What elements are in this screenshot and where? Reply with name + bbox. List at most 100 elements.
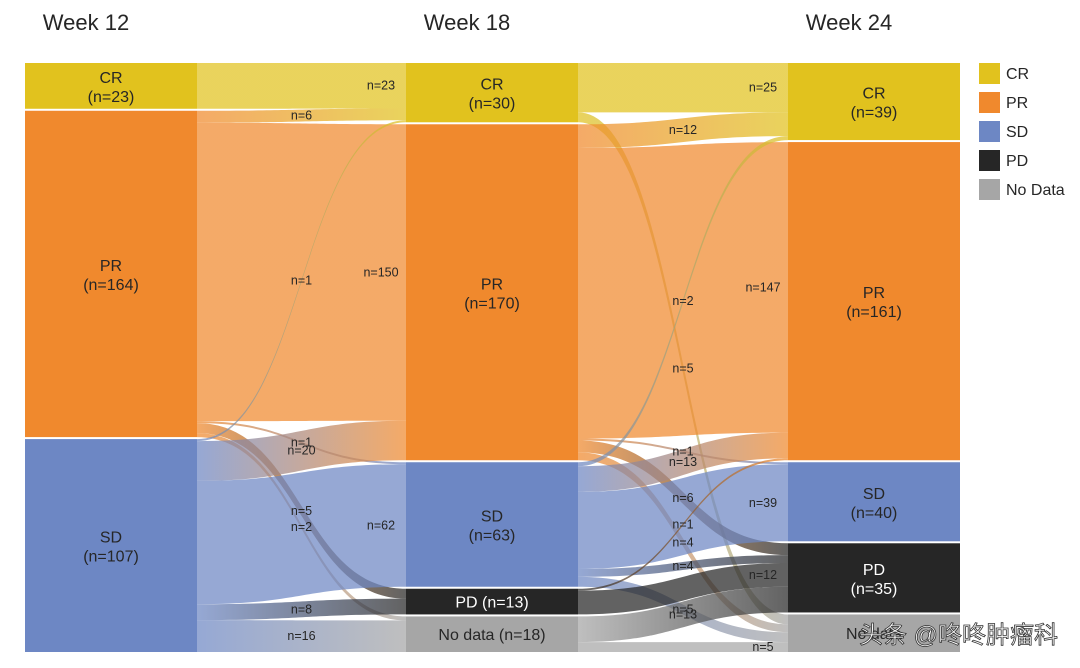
node-label-w24-cr: CR [862, 86, 885, 103]
legend-swatch-sd [979, 121, 1000, 142]
link-label-w18-nd-to-w24-nd: n=5 [752, 640, 773, 654]
link-w18-nd-to-w24-pd [578, 586, 788, 643]
node-w24-pr [788, 142, 960, 461]
link-label-w18-sd-to-w24-nd: n=5 [672, 602, 693, 616]
node-w24-nd [788, 614, 960, 652]
legend-label-pd: PD [1006, 153, 1028, 170]
link-label-w18-pr-to-w24-pd: n=6 [672, 491, 693, 505]
node-label-w18-pr: PR [481, 276, 503, 293]
link-w12-sd-to-w18-cr [197, 120, 406, 442]
node-label-w18-pd: PD (n=13) [455, 595, 528, 612]
link-label-w12-pr-to-w18-pr: n=150 [363, 266, 398, 280]
watermark: 头条 @咚咚肿瘤科 [859, 622, 1059, 650]
link-label-w18-pr-to-w24-pr: n=147 [745, 280, 780, 294]
link-label-w18-sd-to-w24-cr: n=2 [672, 294, 693, 308]
link-w18-pd-to-w24-pr [578, 458, 788, 591]
link-label-w18-nd-to-w24-pd: n=13 [669, 607, 697, 621]
nodes-layer [25, 63, 960, 652]
node-w24-sd [788, 462, 960, 542]
link-label-w18-sd-to-w24-sd: n=39 [749, 496, 777, 510]
node-label-w24-nd: No data [846, 626, 902, 643]
link-label-w18-cr-to-w24-cr: n=25 [749, 81, 777, 95]
link-w18-pr-to-w24-pr [578, 142, 788, 439]
node-label-w12-sd: SD [100, 530, 122, 547]
column-title-week-12: Week 12 [43, 10, 129, 35]
link-w18-sd-to-w24-cr [578, 136, 788, 467]
link-label-w18-pd-to-w24-pr: n=1 [672, 517, 693, 531]
link-w18-sd-to-w24-sd [578, 464, 788, 569]
link-w18-sd-to-w24-pd [578, 555, 788, 577]
link-label-w12-pr-to-w18-sd: n=1 [291, 436, 312, 450]
node-w18-pd [406, 588, 578, 615]
node-w18-pr [406, 124, 578, 461]
link-label-w12-pr-to-w18-pd: n=5 [291, 504, 312, 518]
legend-swatch-pr [979, 92, 1000, 113]
link-label-w12-cr-to-w18-cr: n=23 [367, 79, 395, 93]
legend-swatch-pd [979, 150, 1000, 171]
column-title-week-18: Week 18 [424, 10, 510, 35]
legend: CR PR SD PD No Data [979, 63, 1065, 200]
link-label-w12-pr-to-w18-nd: n=2 [291, 520, 312, 534]
node-count-w18-cr: (n=30) [469, 96, 516, 113]
node-label-w18-cr: CR [480, 77, 503, 94]
node-label-w24-sd: SD [863, 486, 885, 503]
node-w24-cr [788, 63, 960, 141]
link-w12-sd-to-w18-sd [197, 464, 406, 605]
link-label-w12-sd-to-w18-cr: n=1 [291, 274, 312, 288]
link-label-w18-pr-to-w24-sd: n=1 [672, 444, 693, 458]
node-label-w12-cr: CR [99, 70, 122, 87]
link-w18-nd-to-w24-nd [578, 642, 788, 652]
node-label-w18-sd: SD [481, 508, 503, 525]
link-w12-pr-to-w18-cr [197, 108, 406, 123]
legend-label-sd: SD [1006, 124, 1028, 141]
link-label-w18-pd-to-w24-pd: n=12 [749, 568, 777, 582]
link-w18-cr-to-w24-cr [578, 63, 788, 113]
legend-label-no-data: No Data [1006, 182, 1065, 199]
node-label-w24-pd: PD [863, 562, 885, 579]
node-count-w12-pr: (n=164) [83, 277, 139, 294]
link-w18-pd-to-w24-pd [578, 563, 788, 615]
labels-layer: CR (n=23) PR (n=164) SD (n=107) CR (n=30) PR (n=1… [43, 10, 902, 654]
column-title-week-24: Week 24 [806, 10, 892, 35]
node-label-w24-pr: PR [863, 285, 885, 302]
link-label-w18-cr-to-w24-nd: n=5 [672, 361, 693, 375]
node-count-w24-sd: (n=40) [851, 505, 898, 522]
link-label-w18-pr-to-w24-cr: n=12 [669, 123, 697, 137]
node-count-w12-sd: (n=107) [83, 549, 139, 566]
link-w12-sd-to-w18-pr [197, 420, 406, 481]
link-label-w18-sd-to-w24-pr: n=13 [669, 455, 697, 469]
link-label-w12-sd-to-w18-pd: n=8 [291, 602, 312, 616]
legend-label-cr: CR [1006, 66, 1029, 83]
node-w12-pr [25, 110, 197, 438]
legend-label-pr: PR [1006, 95, 1028, 112]
node-w18-cr [406, 63, 578, 123]
node-count-w18-sd: (n=63) [469, 527, 516, 544]
link-label-w18-sd-to-w24-pd: n=4 [672, 559, 693, 573]
node-w18-sd [406, 462, 578, 587]
node-w12-cr [25, 63, 197, 109]
link-label-w12-sd-to-w18-pr: n=20 [287, 444, 315, 458]
node-w12-sd [25, 439, 197, 652]
node-count-w24-pd: (n=35) [851, 581, 898, 598]
link-w18-sd-to-w24-pr [578, 432, 788, 492]
node-count-w18-pr: (n=170) [464, 295, 520, 312]
link-w18-pr-to-w24-cr [578, 112, 788, 148]
link-w12-pr-to-w18-pr [197, 122, 406, 422]
legend-swatch-no-data [979, 179, 1000, 200]
node-count-w12-cr: (n=23) [88, 89, 135, 106]
link-label-w18-pr-to-w24-nd: n=4 [672, 535, 693, 549]
node-label-w12-pr: PR [100, 258, 122, 275]
node-w24-pd [788, 543, 960, 613]
link-label-w12-sd-to-w18-nd: n=16 [287, 629, 315, 643]
link-w12-sd-to-w18-nd [197, 620, 406, 652]
legend-swatch-cr [979, 63, 1000, 84]
watermark-text: 头条 @咚咚肿瘤科 [859, 622, 1058, 649]
node-label-w18-nd: No data (n=18) [438, 627, 545, 644]
link-w12-cr-to-w18-cr [197, 63, 406, 109]
link-label-w12-sd-to-w18-sd: n=62 [367, 518, 395, 532]
links-layer [197, 63, 788, 652]
node-w18-nd [406, 616, 578, 652]
node-count-w24-cr: (n=39) [851, 105, 898, 122]
